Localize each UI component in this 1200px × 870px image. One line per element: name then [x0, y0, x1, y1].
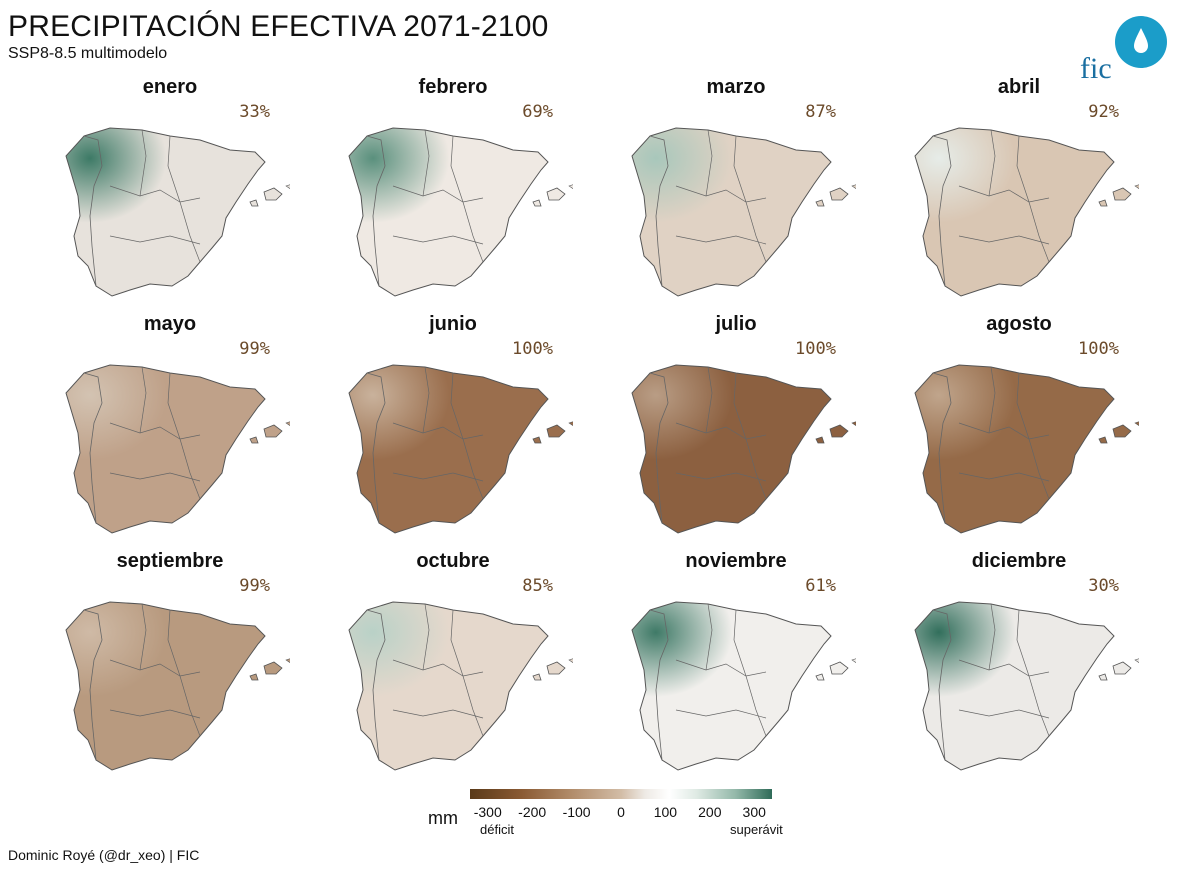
panel-title: noviembre	[685, 550, 787, 572]
page-title: PRECIPITACIÓN EFECTIVA 2071-2100	[8, 10, 549, 43]
panel-percentage: 61%	[805, 576, 836, 596]
panel-percentage: 33%	[239, 102, 270, 122]
panel-percentage: 100%	[512, 339, 553, 359]
panel-title: octubre	[416, 550, 490, 572]
legend-tick: -200	[518, 804, 547, 820]
iberia-map	[65, 601, 290, 771]
panel-title: enero	[142, 76, 198, 98]
iberia-map	[914, 364, 1139, 534]
panel-title: febrero	[418, 76, 488, 98]
iberia-map	[631, 364, 856, 534]
legend-tick: -300	[473, 804, 502, 820]
iberia-map	[348, 601, 573, 771]
legend-tick: 0	[617, 804, 625, 820]
panel-percentage: 100%	[795, 339, 836, 359]
panel-percentage: 99%	[239, 339, 270, 359]
panel-percentage: 100%	[1078, 339, 1119, 359]
logo-text: fic	[1080, 52, 1112, 85]
panel-title: mayo	[143, 313, 197, 335]
iberia-map	[65, 127, 290, 297]
legend-tick: 200	[698, 804, 722, 820]
legend-high-label: superávit	[730, 822, 783, 837]
panel-percentage: 85%	[522, 576, 553, 596]
panel-title: diciembre	[971, 550, 1067, 572]
panel-title: septiembre	[116, 550, 224, 572]
iberia-map	[631, 601, 856, 771]
legend-tick: 300	[742, 804, 766, 820]
panel-title: julio	[715, 313, 757, 335]
legend-unit: mm	[428, 808, 458, 828]
color-legend: mm -300 -200 -100 0 100 200 300 déficit superá…	[420, 786, 820, 846]
iberia-map	[348, 127, 573, 297]
panel-percentage: 69%	[522, 102, 553, 122]
credit-line: Dominic Royé (@dr_xeo) | FIC	[8, 847, 200, 863]
iberia-map	[348, 364, 573, 534]
fic-logo: fic	[1080, 14, 1190, 85]
panel-title: abril	[997, 76, 1041, 98]
panel-title: marzo	[706, 76, 766, 98]
map-panel-junio: junio 100%	[323, 313, 583, 549]
iberia-map	[914, 601, 1139, 771]
iberia-map	[914, 127, 1139, 297]
legend-tick: -100	[562, 804, 591, 820]
map-panel-diciembre: diciembre 30%	[889, 550, 1149, 786]
legend-low-label: déficit	[480, 822, 514, 837]
map-panel-julio: julio 100%	[606, 313, 866, 549]
panel-title: junio	[429, 313, 477, 335]
legend-colorbar	[470, 789, 772, 799]
map-panel-marzo: marzo 87%	[606, 76, 866, 312]
panel-percentage: 92%	[1088, 102, 1119, 122]
map-panel-octubre: octubre 85%	[323, 550, 583, 786]
panel-percentage: 99%	[239, 576, 270, 596]
panel-title: agosto	[986, 313, 1052, 335]
map-panel-mayo: mayo 99%	[40, 313, 300, 549]
legend-tick: 100	[653, 804, 678, 820]
map-panel-noviembre: noviembre 61%	[606, 550, 866, 786]
iberia-map	[631, 127, 856, 297]
page-subtitle: SSP8-8.5 multimodelo	[8, 45, 168, 62]
water-drop-icon	[1115, 16, 1167, 68]
map-panel-agosto: agosto 100%	[889, 313, 1149, 549]
map-panel-enero: enero 33%	[40, 76, 300, 312]
map-panel-febrero: febrero 69%	[323, 76, 583, 312]
panel-percentage: 30%	[1088, 576, 1119, 596]
map-panel-abril: abril 92%	[889, 76, 1149, 312]
map-panel-septiembre: septiembre 99%	[40, 550, 300, 786]
iberia-map	[65, 364, 290, 534]
panel-percentage: 87%	[805, 102, 836, 122]
